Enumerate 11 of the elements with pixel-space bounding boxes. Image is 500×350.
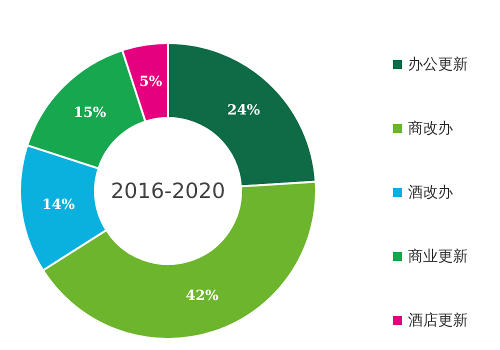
- data-label: 42%: [186, 288, 219, 304]
- data-label: 14%: [42, 196, 75, 213]
- text: 2016-2020: [110, 179, 226, 203]
- data-label: 15%: [73, 104, 106, 121]
- legend-label: 商改办: [408, 118, 453, 138]
- legend-label: 商业更新: [408, 246, 468, 266]
- legend-label: 酒改办: [408, 182, 453, 202]
- legend-label: 酒店更新: [408, 310, 468, 330]
- legend-label: 办公更新: [408, 54, 468, 74]
- data-label: 5%: [139, 74, 162, 90]
- data-label: 24%: [227, 102, 260, 118]
